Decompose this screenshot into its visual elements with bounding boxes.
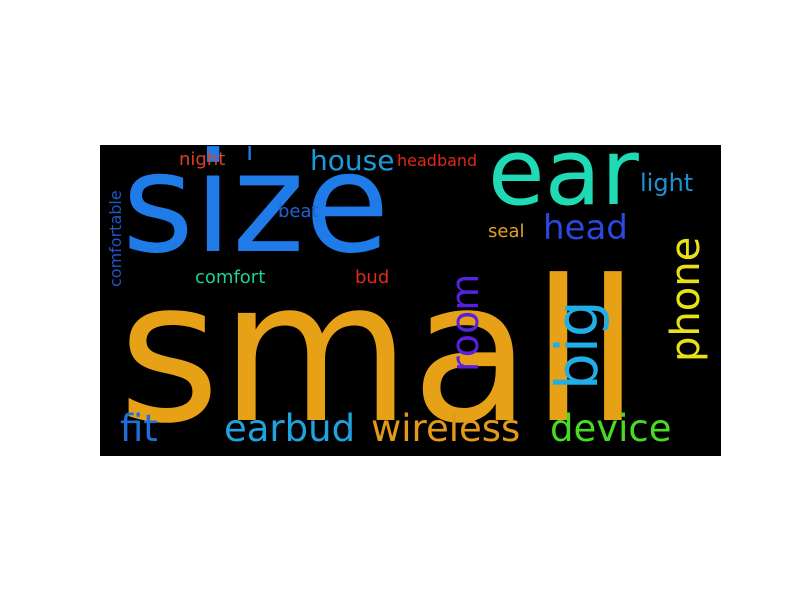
word-house: house [310,145,395,177]
word-light: light [640,169,694,197]
word-earbud: earbud [224,407,356,450]
word-ear: ear [488,145,639,226]
word-room: room [443,273,487,372]
word-big: big [543,300,611,390]
word-cloud: small size ear big phone room head devic… [100,145,721,456]
word-fit: fit [120,407,158,450]
word-head: head [543,208,628,248]
word-headband: headband [397,151,478,170]
word-i: i [246,145,254,167]
word-seal: seal [488,221,525,242]
word-size: size [122,145,390,284]
word-wireless: wireless [371,407,521,450]
word-beat: beat [278,201,319,222]
word-comfortable: comfortable [106,190,125,287]
word-night: night [179,149,226,170]
word-bud: bud [355,267,390,288]
word-device: device [550,407,672,450]
word-phone: phone [663,236,709,362]
word-small: small [118,239,641,456]
word-comfort: comfort [195,267,266,288]
